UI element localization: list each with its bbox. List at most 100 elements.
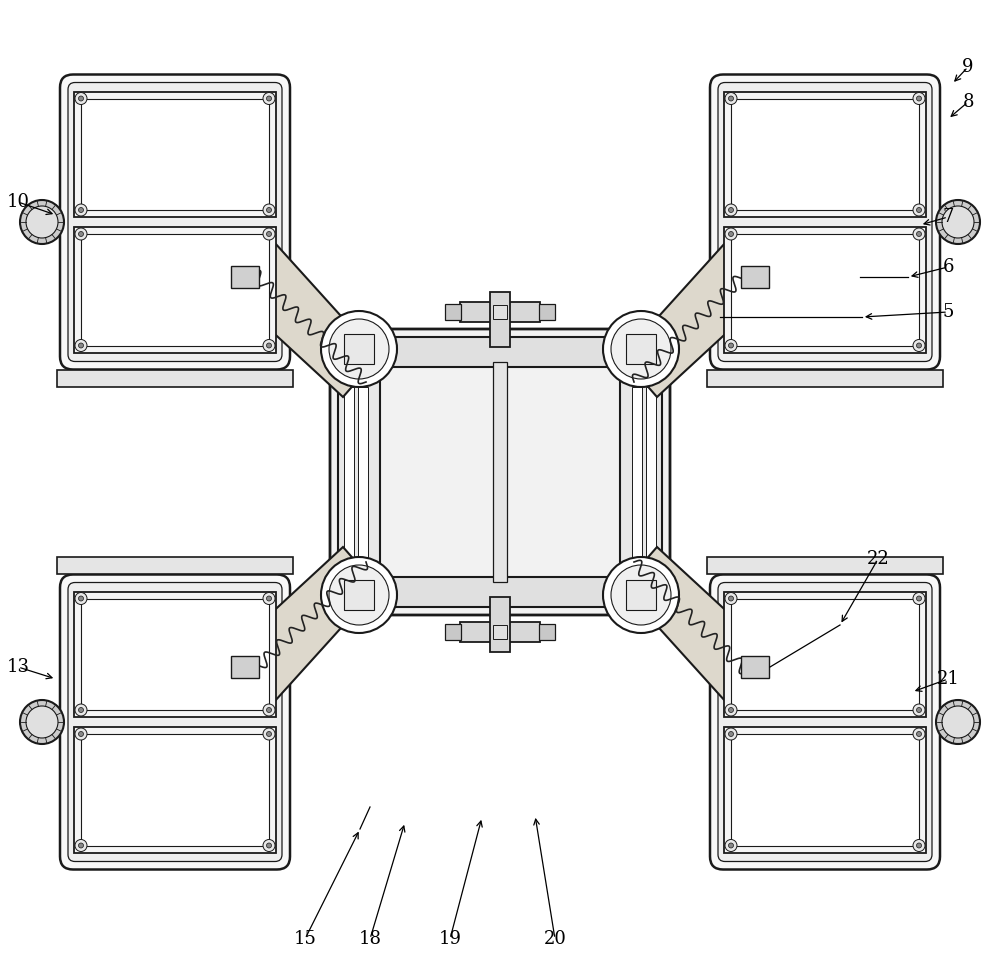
Circle shape — [913, 704, 925, 716]
Bar — [620, 367, 662, 577]
Circle shape — [266, 843, 272, 848]
Text: 21: 21 — [937, 670, 959, 688]
Bar — [74, 591, 276, 717]
Circle shape — [916, 96, 922, 101]
Bar — [731, 734, 919, 845]
Text: 10: 10 — [7, 193, 30, 211]
Circle shape — [728, 596, 734, 601]
Bar — [539, 624, 555, 640]
Bar — [626, 580, 656, 610]
Bar — [741, 266, 769, 288]
Circle shape — [263, 839, 275, 852]
Bar — [707, 557, 943, 574]
Bar — [81, 99, 269, 210]
Circle shape — [75, 704, 87, 716]
Bar — [57, 370, 293, 387]
Circle shape — [725, 728, 737, 740]
Bar — [646, 387, 656, 557]
Circle shape — [78, 232, 84, 236]
Bar — [490, 597, 510, 652]
Circle shape — [75, 204, 87, 216]
Circle shape — [26, 706, 58, 738]
FancyBboxPatch shape — [60, 574, 290, 870]
Bar — [445, 624, 461, 640]
Circle shape — [916, 732, 922, 737]
Circle shape — [728, 96, 734, 101]
Circle shape — [728, 232, 734, 236]
Circle shape — [78, 596, 84, 601]
Bar — [493, 305, 507, 319]
Bar — [724, 727, 926, 853]
Circle shape — [321, 311, 397, 387]
Circle shape — [20, 200, 64, 244]
Circle shape — [611, 319, 671, 379]
Circle shape — [266, 96, 272, 101]
Circle shape — [78, 207, 84, 213]
Circle shape — [916, 207, 922, 213]
Circle shape — [725, 204, 737, 216]
FancyBboxPatch shape — [60, 74, 290, 369]
Circle shape — [942, 206, 974, 238]
Circle shape — [728, 343, 734, 348]
Circle shape — [725, 704, 737, 716]
Text: 5: 5 — [942, 303, 954, 321]
Circle shape — [913, 839, 925, 852]
Bar — [74, 227, 276, 353]
Circle shape — [936, 700, 980, 744]
Text: 19: 19 — [438, 930, 462, 948]
Circle shape — [728, 207, 734, 213]
Circle shape — [913, 728, 925, 740]
Circle shape — [321, 557, 397, 633]
Circle shape — [263, 704, 275, 716]
Circle shape — [916, 343, 922, 348]
Circle shape — [78, 343, 84, 348]
Text: 15: 15 — [294, 930, 316, 948]
Circle shape — [78, 843, 84, 848]
Circle shape — [263, 728, 275, 740]
Bar — [724, 92, 926, 217]
Circle shape — [611, 565, 671, 625]
FancyBboxPatch shape — [718, 582, 932, 862]
Circle shape — [263, 228, 275, 240]
Circle shape — [728, 732, 734, 737]
Circle shape — [329, 319, 389, 379]
Circle shape — [78, 707, 84, 712]
Bar — [57, 557, 293, 574]
Circle shape — [75, 839, 87, 852]
Circle shape — [913, 204, 925, 216]
Circle shape — [263, 592, 275, 605]
Circle shape — [603, 311, 679, 387]
Bar — [460, 302, 540, 322]
Bar — [490, 292, 510, 347]
Polygon shape — [610, 563, 640, 593]
Circle shape — [75, 728, 87, 740]
Bar — [81, 734, 269, 845]
Circle shape — [603, 557, 679, 633]
Bar — [731, 599, 919, 710]
Circle shape — [728, 843, 734, 848]
Polygon shape — [360, 563, 390, 593]
Circle shape — [263, 204, 275, 216]
Circle shape — [725, 839, 737, 852]
Bar — [731, 234, 919, 346]
Circle shape — [266, 707, 272, 712]
Text: 6: 6 — [942, 258, 954, 276]
Bar — [724, 591, 926, 717]
FancyBboxPatch shape — [710, 74, 940, 369]
Circle shape — [26, 206, 58, 238]
Circle shape — [20, 700, 64, 744]
Polygon shape — [240, 547, 378, 712]
FancyBboxPatch shape — [718, 82, 932, 361]
Circle shape — [916, 232, 922, 236]
Bar — [338, 367, 380, 577]
Bar — [632, 387, 642, 557]
Polygon shape — [360, 351, 390, 381]
FancyBboxPatch shape — [710, 574, 940, 870]
Bar — [493, 362, 507, 582]
Circle shape — [329, 565, 389, 625]
Circle shape — [263, 93, 275, 105]
Circle shape — [78, 96, 84, 101]
Bar — [445, 304, 461, 320]
Circle shape — [266, 232, 272, 236]
Circle shape — [266, 732, 272, 737]
